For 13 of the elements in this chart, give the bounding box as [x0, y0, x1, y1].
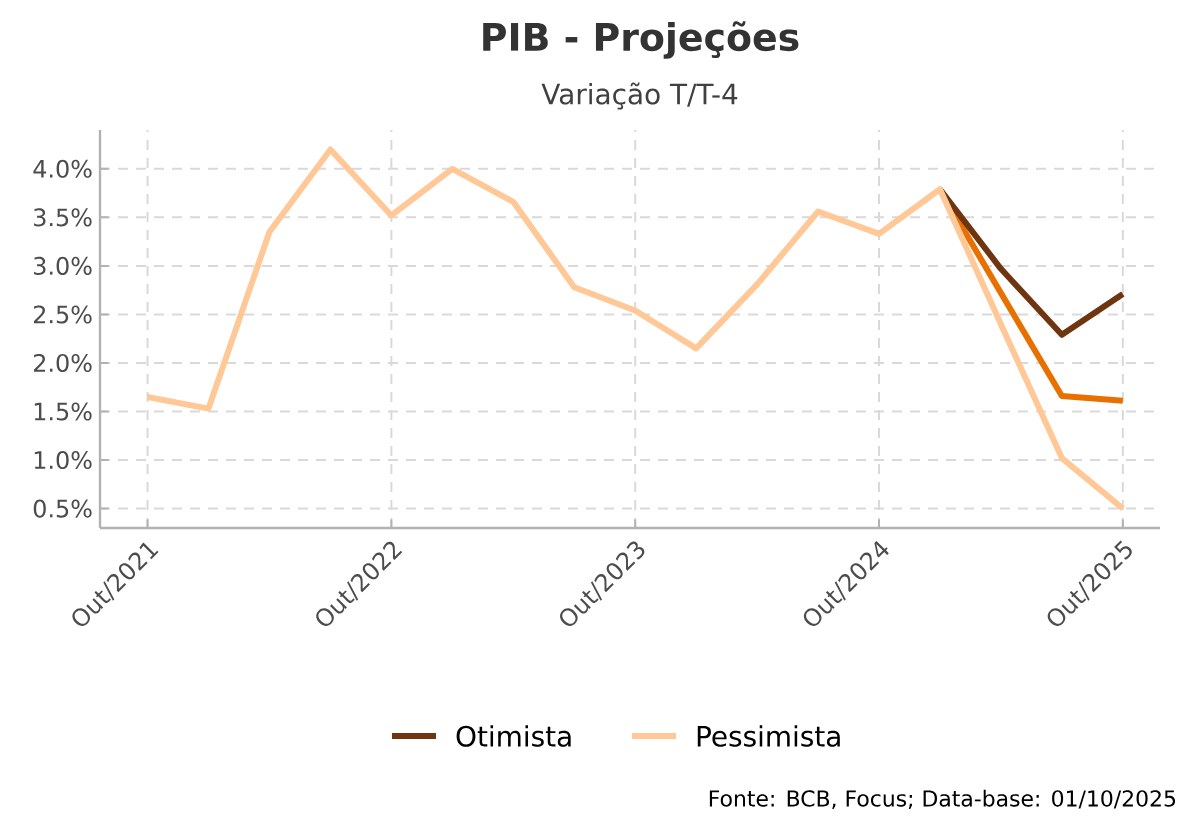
y-tick-label: 2.5% [33, 305, 92, 324]
chart-title: PIB - Projeções [483, 21, 799, 59]
y-tick-label: 1.5% [34, 402, 92, 421]
legend-label: Otimista [456, 725, 571, 747]
y-tick-label: 1.0% [34, 451, 92, 470]
legend-label: Pessimista [697, 725, 840, 747]
y-tick-label: 2.0% [33, 353, 92, 373]
chart-subtitle: Variação T/T-4 [541, 82, 738, 110]
source-note: Fonte: BCB, Focus; Data-base: 01/10/2025 [709, 789, 1176, 809]
y-tick-label: 3.5% [34, 208, 92, 227]
y-tick-label: 3.0% [34, 256, 92, 275]
y-tick-label: 0.5% [33, 499, 92, 518]
y-tick-label: 4.0% [33, 159, 92, 178]
